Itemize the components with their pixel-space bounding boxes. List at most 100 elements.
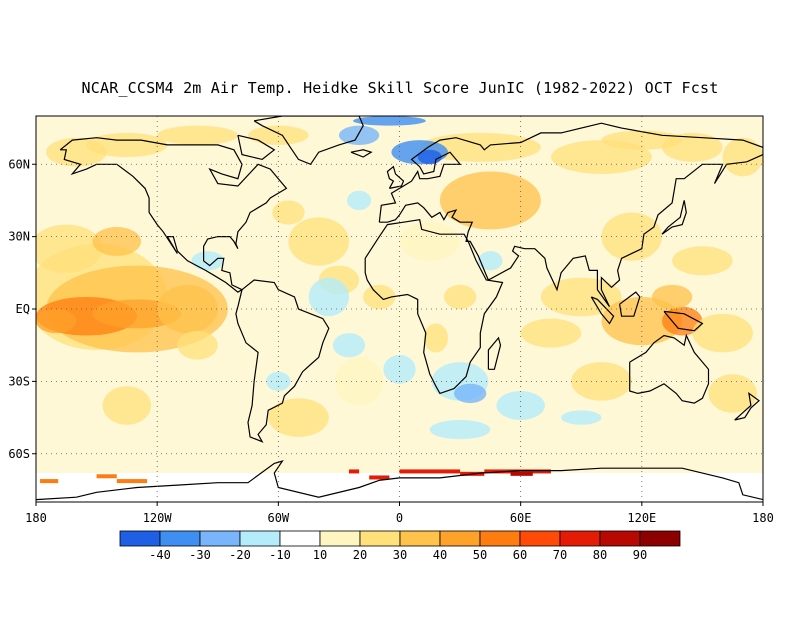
antarctic-skill-strip	[399, 469, 461, 474]
skill-region-warm	[268, 398, 329, 437]
skill-region-warm	[363, 284, 396, 309]
colorbar-label: -10	[269, 548, 291, 562]
skill-region-warm	[157, 284, 218, 334]
coastline-sumatra	[590, 296, 615, 325]
colorbar-label: 30	[393, 548, 407, 562]
skill-region-warm	[102, 386, 152, 425]
colorbar-label: 70	[553, 548, 567, 562]
colorbar-label: -30	[189, 548, 211, 562]
skill-region-warm	[86, 132, 168, 158]
lon-tick-label: 60W	[267, 511, 289, 525]
lat-tick-label: 60S	[8, 447, 30, 461]
coastline-iceland	[350, 149, 373, 158]
colorbar-label: 10	[313, 548, 327, 562]
skill-region-warm	[419, 132, 541, 162]
skill-region-warm	[36, 224, 103, 273]
coastline-south-america	[235, 279, 330, 443]
skill-region-cool	[429, 419, 491, 440]
colorbar-label: -40	[149, 548, 171, 562]
colorbar-swatch	[359, 530, 401, 547]
colorbar-swatch	[599, 530, 641, 547]
skill-region-warm	[662, 306, 703, 336]
coastline-new-zealand	[734, 392, 760, 421]
coastline-madagascar	[487, 336, 502, 370]
colorbar-label: 40	[433, 548, 447, 562]
coastline-new-guinea	[663, 310, 704, 332]
coastline-north-america	[59, 137, 288, 293]
skill-region-warm	[399, 222, 461, 261]
skill-region-warm	[662, 132, 723, 162]
skill-region-warm	[92, 226, 142, 256]
antarctic-skill-strip	[40, 479, 59, 484]
lon-tick-label: 0	[396, 511, 403, 525]
skill-region-warm	[288, 217, 350, 266]
colorbar-swatch	[159, 530, 201, 547]
skill-region-cool	[383, 354, 416, 384]
skill-region-warm	[672, 246, 733, 276]
colorbar-swatch	[439, 530, 481, 547]
skill-region-warm	[439, 171, 541, 230]
skill-region-cool	[496, 391, 545, 420]
colorbar-label: -20	[229, 548, 251, 562]
colorbar-swatch	[279, 530, 321, 547]
colorbar-swatch	[559, 530, 601, 547]
skill-region-cool	[353, 116, 426, 126]
skill-region-cool	[454, 383, 487, 404]
colorbar-label: 80	[593, 548, 607, 562]
antarctic-skill-strip	[510, 471, 533, 476]
coastline-africa	[364, 219, 504, 395]
skill-region-cool	[332, 333, 366, 358]
coastline-australia	[629, 333, 710, 404]
lon-tick-label: 60E	[510, 511, 532, 525]
chart-title: NCAR_CCSM4 2m Air Temp. Heidke Skill Sco…	[81, 79, 719, 97]
antarctic-skill-strip	[484, 469, 551, 474]
skill-region-warm	[334, 357, 384, 406]
coastline-baffin	[237, 134, 276, 161]
colorbar-swatch	[239, 530, 281, 547]
colorbar-swatch	[519, 530, 561, 547]
coastline-antarctica	[36, 459, 763, 501]
gridlines	[36, 116, 763, 502]
antarctic-skill-strip	[369, 475, 390, 480]
skill-region-warm	[443, 284, 477, 309]
coastline-greenland	[253, 116, 364, 166]
colorbar-swatch	[399, 530, 441, 547]
lon-tick-label: 120E	[627, 511, 656, 525]
lon-tick-label: 120W	[143, 511, 173, 525]
lat-tick-label: 30S	[8, 374, 30, 388]
skill-region-warm	[651, 284, 693, 309]
lon-tick-label: 180	[752, 511, 774, 525]
skill-region-warm	[177, 330, 218, 360]
colorbar-swatch	[319, 530, 361, 547]
skill-region-warm	[520, 318, 582, 348]
coastline-eurasia	[378, 122, 763, 307]
skill-region-cool	[338, 125, 380, 145]
skill-region-cool	[308, 277, 350, 317]
skill-region-warm	[722, 137, 763, 177]
skill-region-warm	[272, 200, 305, 225]
colorbar: -40 -30 -20 -10 10 20 30 40 50 60 70 80 90	[119, 530, 681, 562]
skill-region-warm	[157, 125, 238, 145]
lat-tick-label: 30N	[8, 230, 30, 244]
skill-region-warm	[36, 309, 77, 334]
coastlines	[36, 116, 763, 501]
skill-region-warm	[692, 313, 753, 353]
antarctic-skill-strip	[349, 469, 360, 474]
coastline-japan	[661, 200, 687, 235]
skill-region-cool	[191, 251, 224, 271]
skill-region-warm	[423, 323, 448, 353]
colorbar-swatch	[199, 530, 241, 547]
colorbar-swatch	[119, 530, 161, 547]
coastline-uk	[386, 165, 405, 189]
lat-tick-label: EQ	[16, 302, 30, 316]
lon-tick-label: 180	[25, 511, 47, 525]
skill-region-warm	[248, 125, 309, 145]
skill-region-cool	[561, 410, 602, 425]
skill-region-cool	[346, 190, 372, 211]
coastline-borneo	[619, 291, 641, 317]
lat-tick-label: 60N	[8, 157, 30, 171]
map-axes: 60N 30N EQ 30S 60S 180 120W 60W 0 60E 120E 180	[8, 157, 774, 525]
colorbar-label: 20	[353, 548, 367, 562]
skill-region-cool	[478, 251, 503, 271]
